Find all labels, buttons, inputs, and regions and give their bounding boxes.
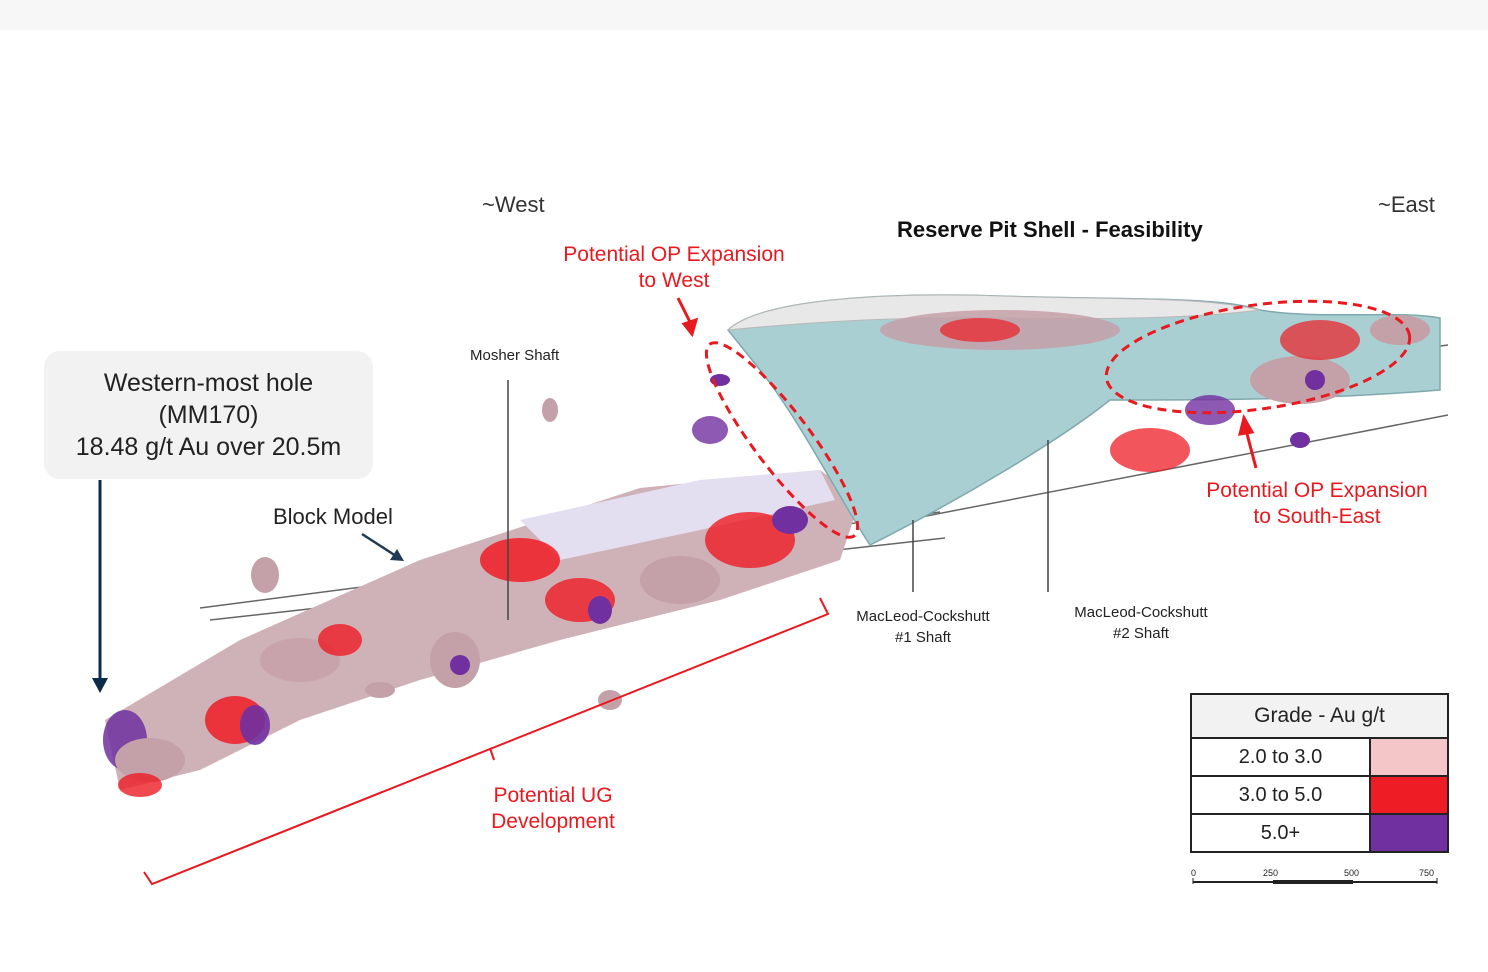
legend-title: Grade - Au g/t xyxy=(1192,695,1447,739)
pit-shell-title: Reserve Pit Shell - Feasibility xyxy=(897,217,1203,242)
legend-row: 2.0 to 3.0 xyxy=(1192,739,1447,777)
top-band xyxy=(0,0,1488,30)
op-west-outline xyxy=(704,341,860,539)
legend-swatch xyxy=(1371,777,1447,813)
callout-line3: 18.48 g/t Au over 20.5m xyxy=(75,433,342,461)
op-west-line2: to West xyxy=(638,269,710,292)
grade-legend: Grade - Au g/t 2.0 to 3.0 3.0 to 5.0 5.0… xyxy=(1190,693,1449,853)
op-southeast-annotation: Potential OP Expansion to South-East xyxy=(1198,478,1436,530)
expansion-outlines xyxy=(704,299,1412,539)
op-southeast-line2: to South-East xyxy=(1253,505,1381,528)
ug-line2: Development xyxy=(491,810,615,833)
macleod2-shaft-label: MacLeod-Cockshutt #2 Shaft xyxy=(1058,602,1224,644)
western-hole-callout: Western-most hole (MM170) 18.48 g/t Au o… xyxy=(44,351,373,479)
red-arrows xyxy=(676,297,1258,469)
scale-tick-750: 750 xyxy=(1419,868,1435,878)
macleod1-line2: #1 Shaft xyxy=(895,629,951,646)
ug-annotation: Potential UG Development xyxy=(478,783,628,835)
ore-blocks xyxy=(103,310,1430,797)
callout-arrow xyxy=(92,480,108,693)
legend-swatch xyxy=(1371,815,1447,851)
east-label: ~East xyxy=(1378,192,1435,217)
macleod1-line1: MacLeod-Cockshutt xyxy=(856,608,990,625)
scale-tick-500: 500 xyxy=(1344,868,1360,878)
scale-tick-250: 250 xyxy=(1263,868,1279,878)
block-model-pointer xyxy=(361,532,404,561)
macleod2-line1: MacLeod-Cockshutt xyxy=(1074,604,1208,621)
op-west-annotation: Potential OP Expansion to West xyxy=(555,242,793,294)
mosher-shaft-label: Mosher Shaft xyxy=(470,347,560,364)
block-model-core xyxy=(520,470,835,560)
ug-bracket xyxy=(143,597,830,886)
legend-row-label: 5.0+ xyxy=(1192,815,1371,851)
ug-line1: Potential UG xyxy=(493,784,613,807)
legend-row-label: 3.0 to 5.0 xyxy=(1192,777,1371,813)
scale-bar xyxy=(1192,878,1438,884)
macleod1-shaft-label: MacLeod-Cockshutt #1 Shaft xyxy=(840,606,1006,648)
op-southeast-line1: Potential OP Expansion xyxy=(1206,479,1428,502)
block-model-mass xyxy=(105,470,860,790)
macleod2-line2: #2 Shaft xyxy=(1113,625,1169,642)
block-model-label: Block Model xyxy=(273,504,393,529)
op-southeast-outline xyxy=(1104,299,1412,415)
shaft-lines xyxy=(507,380,1049,620)
scale-tick-0: 0 xyxy=(1191,868,1197,878)
callout-line1: Western-most hole xyxy=(103,369,314,397)
legend-row: 3.0 to 5.0 xyxy=(1192,777,1447,815)
block-model-body xyxy=(105,470,860,790)
callout-line2: (MM170) xyxy=(158,401,259,429)
legend-row: 5.0+ xyxy=(1192,815,1447,851)
legend-swatch xyxy=(1371,739,1447,775)
legend-row-label: 2.0 to 3.0 xyxy=(1192,739,1371,775)
west-label: ~West xyxy=(482,192,545,217)
op-west-line1: Potential OP Expansion xyxy=(563,243,785,266)
